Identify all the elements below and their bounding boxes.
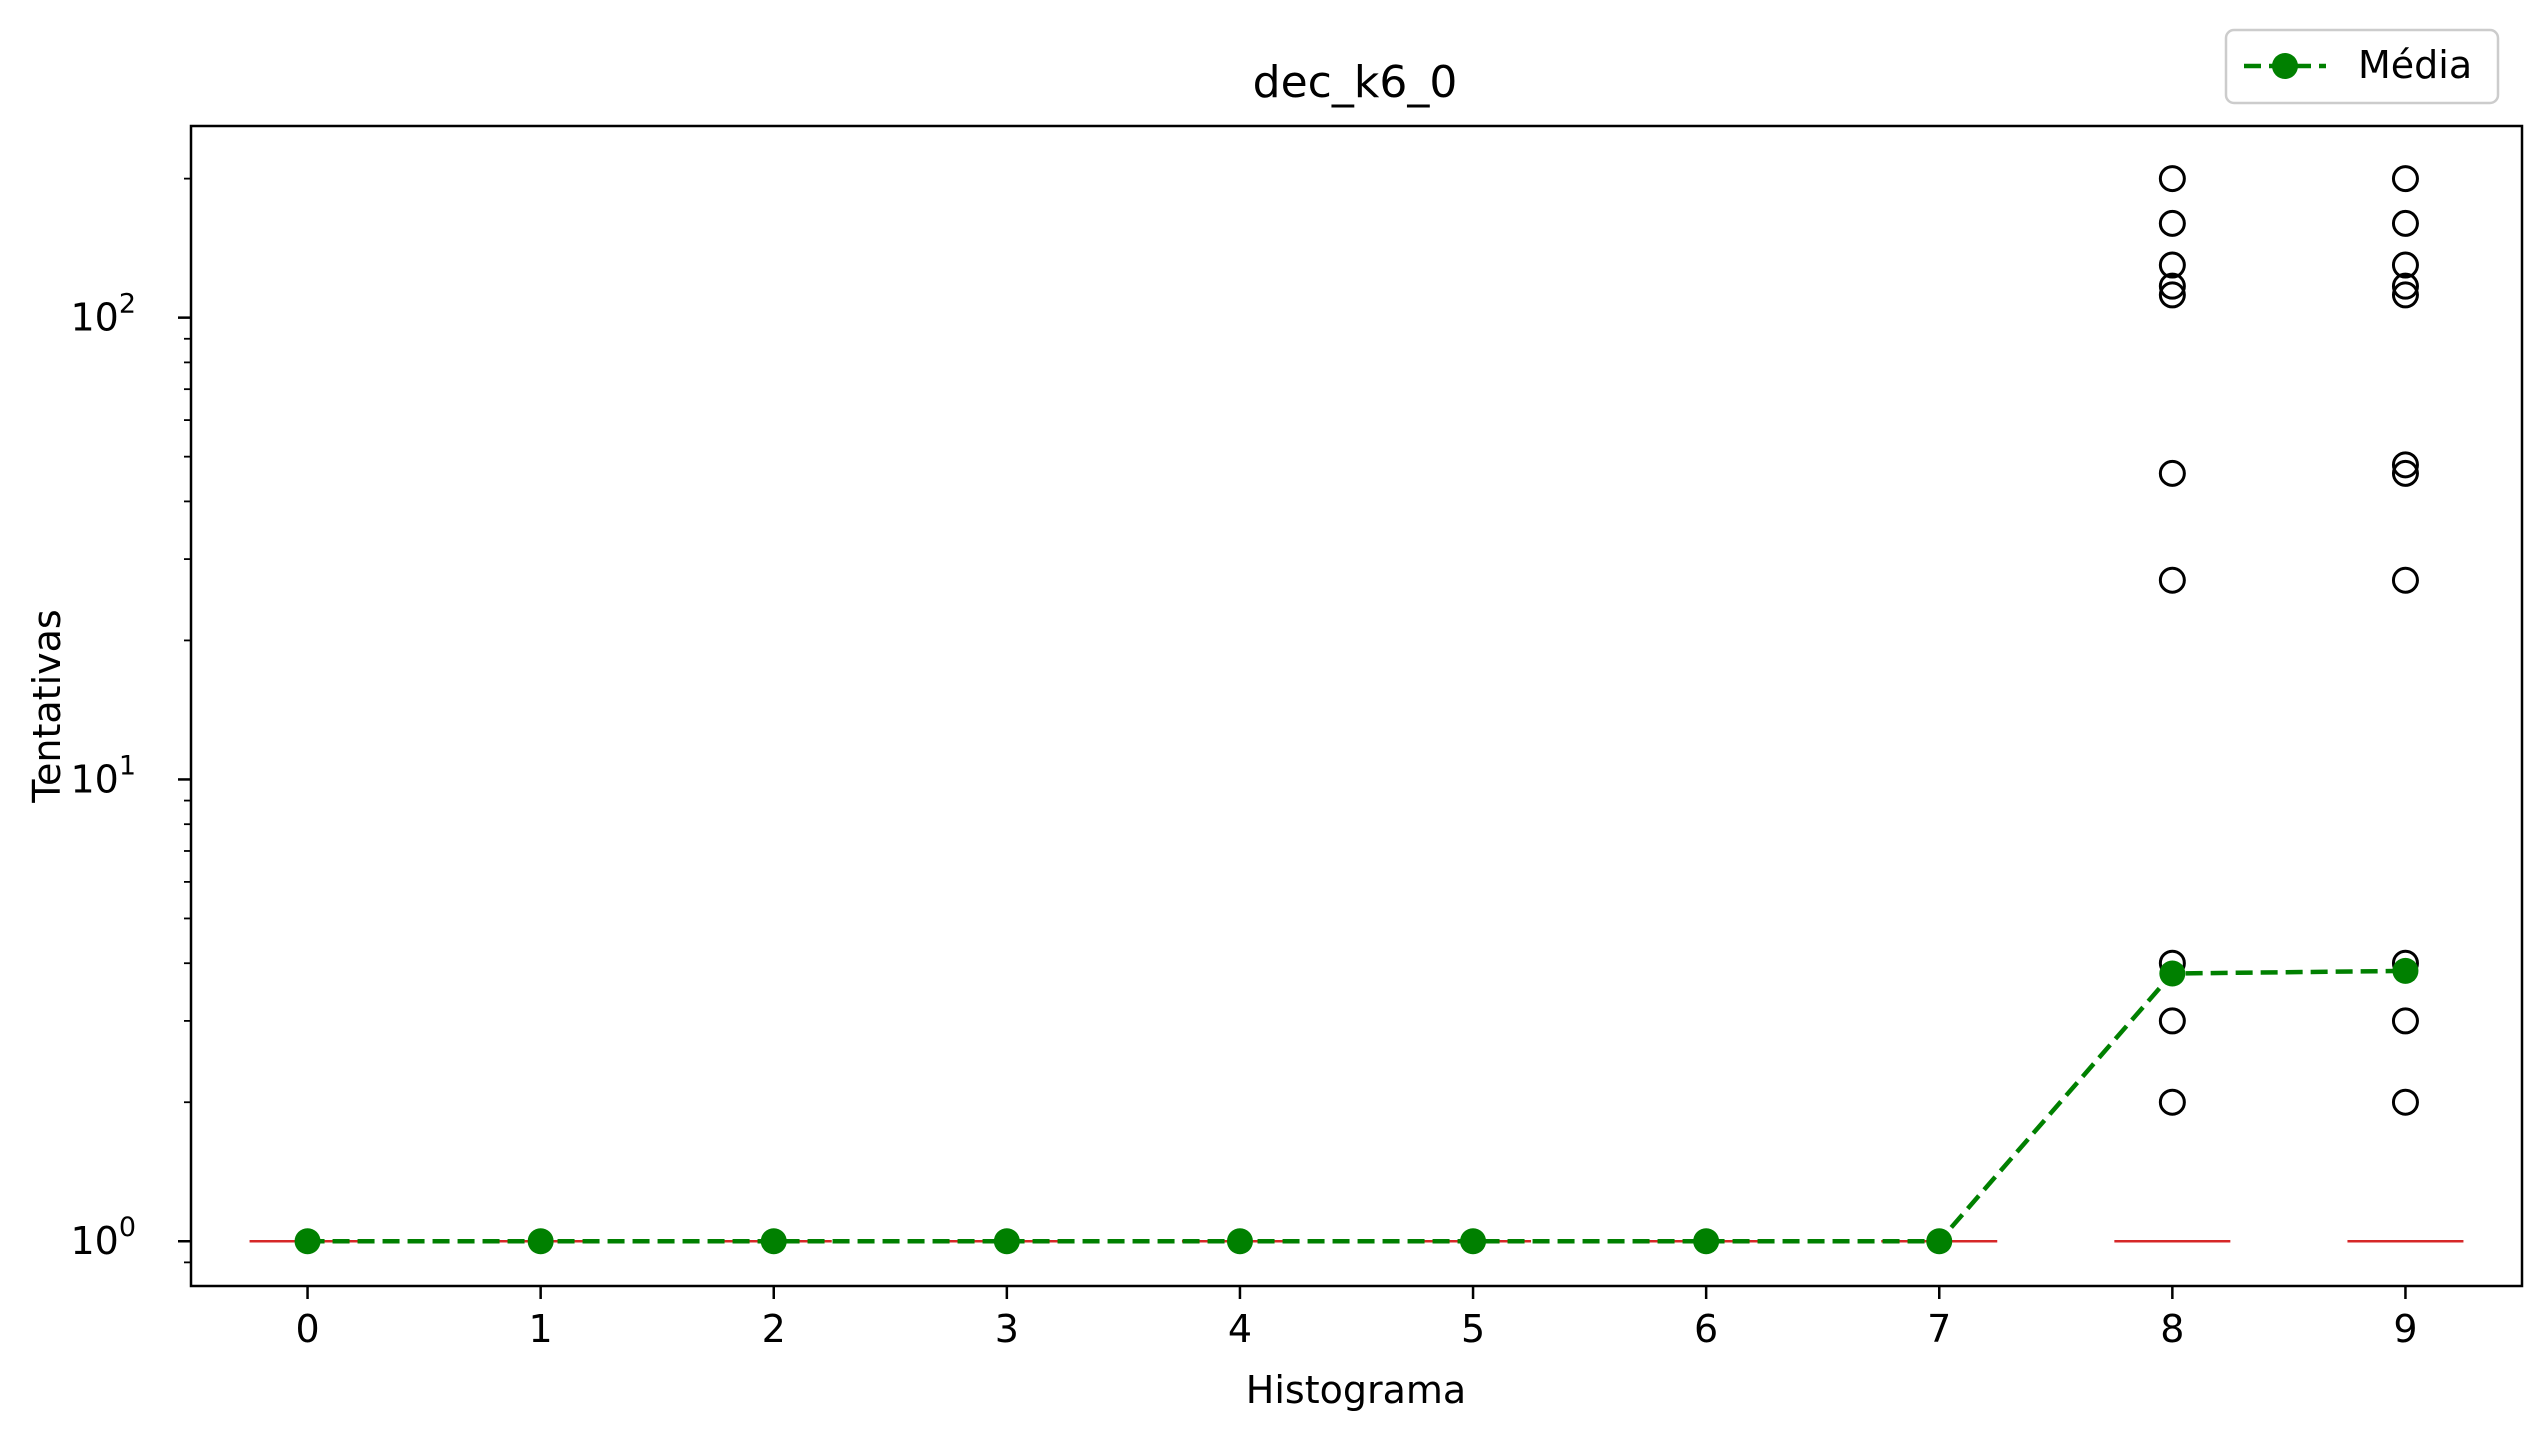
outlier-point (2158, 566, 2186, 594)
y-tick-label: 100 (70, 1212, 136, 1263)
x-tick-label: 2 (762, 1307, 786, 1351)
x-axis: 0 1 2 3 4 5 6 7 8 9 (295, 1286, 2418, 1351)
legend-frame (2224, 28, 2500, 105)
outlier-point (2391, 1007, 2419, 1035)
outlier-point (2391, 209, 2419, 237)
outlier-point (2391, 165, 2419, 193)
mean-point (993, 1228, 1020, 1255)
outlier-point (2158, 281, 2186, 309)
axes-frame (189, 124, 2524, 1288)
legend: Média (2224, 28, 2500, 105)
plot-area (249, 165, 2464, 1255)
mean-point (1226, 1228, 1253, 1255)
mean-point (294, 1228, 321, 1255)
outlier-point (2158, 272, 2186, 300)
outlier-point (2391, 251, 2419, 279)
outlier-point (2158, 459, 2186, 487)
x-tick-label: 9 (2393, 1307, 2417, 1351)
mean-point (1926, 1228, 1953, 1255)
mean-point (1693, 1228, 1720, 1255)
y-tick-label: 101 (70, 750, 136, 801)
outlier-point (2391, 451, 2419, 479)
x-tick-label: 5 (1461, 1307, 1485, 1351)
x-tick-label: 1 (529, 1307, 553, 1351)
outlier-point (2391, 272, 2419, 300)
outlier-point (2391, 281, 2419, 309)
y-axis: 100 101 102 (70, 177, 191, 1264)
x-tick-label: 7 (1927, 1307, 1951, 1351)
outlier-point (2158, 209, 2186, 237)
outlier-point (2391, 459, 2419, 487)
chart-title: dec_k6_0 (1253, 57, 1458, 108)
mean-point (527, 1228, 554, 1255)
mean-point (2392, 957, 2419, 984)
outlier-point (2158, 1007, 2186, 1035)
outlier-point (2158, 165, 2186, 193)
x-tick-label: 8 (2160, 1307, 2184, 1351)
x-axis-label: Histograma (1246, 1368, 1466, 1412)
outlier-point (2391, 1088, 2419, 1116)
legend-entry-label: Média (2358, 43, 2472, 87)
y-axis-label: Tentativas (25, 609, 69, 803)
outlier-point (2158, 251, 2186, 279)
x-tick-label: 6 (1694, 1307, 1718, 1351)
x-tick-label: 0 (295, 1307, 319, 1351)
outlier-point (2391, 566, 2419, 594)
mean-point (1460, 1228, 1487, 1255)
outlier-point (2158, 1088, 2186, 1116)
mean-series-line (307, 968, 2406, 1244)
x-tick-label: 3 (995, 1307, 1019, 1351)
x-tick-label: 4 (1228, 1307, 1252, 1351)
mean-point (760, 1228, 787, 1255)
legend-mean-marker-icon (2272, 53, 2298, 79)
y-tick-label: 102 (70, 289, 136, 340)
mean-point (2159, 960, 2186, 987)
